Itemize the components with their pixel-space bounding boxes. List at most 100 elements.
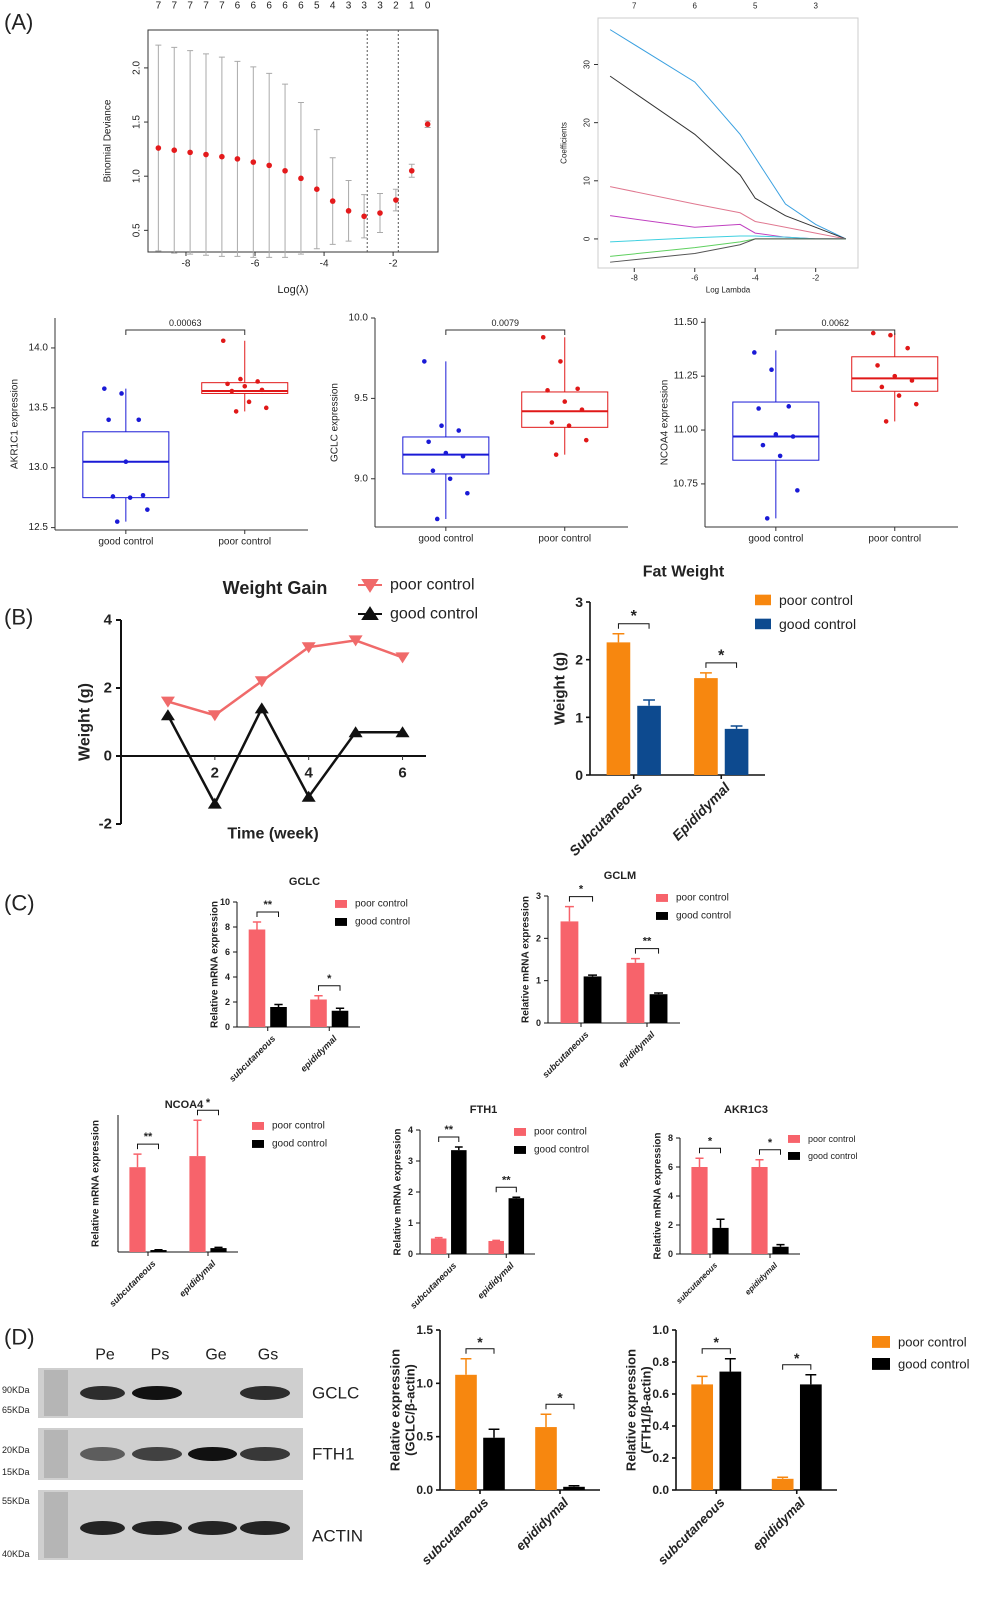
y-tick-label: 0.5 — [416, 1430, 433, 1444]
mw-marker: 65KDa — [2, 1405, 30, 1415]
y-tick-label: 3 — [575, 594, 583, 610]
significance-label: * — [631, 608, 638, 625]
point — [579, 407, 585, 412]
significance-label: * — [794, 1350, 800, 1366]
x-tick-label: epididymal — [616, 1029, 657, 1070]
marker — [207, 797, 222, 809]
x-tick-label: -8 — [182, 259, 191, 270]
x-tick-label: -4 — [752, 274, 760, 283]
series-line — [167, 639, 403, 717]
point — [282, 167, 288, 174]
point — [203, 151, 209, 158]
y-tick-label: 2 — [536, 933, 541, 943]
box — [521, 391, 609, 428]
point — [393, 197, 399, 203]
x-tick-label: epididymal — [177, 1258, 218, 1299]
bar — [637, 705, 661, 775]
significance-label: * — [579, 884, 584, 896]
y-tick-label: 0 — [575, 767, 583, 783]
bar — [331, 1010, 349, 1027]
bar — [694, 678, 718, 775]
point — [187, 149, 193, 156]
error-bar — [512, 1196, 521, 1199]
point — [545, 388, 550, 393]
y-tick-label: 6 — [225, 947, 230, 957]
error-bar — [274, 1003, 283, 1007]
bar — [310, 999, 327, 1027]
legend-label: poor control — [390, 577, 475, 594]
top-tick-label: 3 — [377, 1, 383, 12]
point — [752, 350, 757, 355]
point — [434, 516, 440, 522]
bar — [799, 1384, 822, 1490]
bar — [129, 1167, 146, 1252]
band — [132, 1521, 182, 1535]
significance-label: * — [557, 1389, 563, 1405]
significance-bracket — [256, 911, 280, 917]
y-tick-label: 6 — [668, 1162, 673, 1172]
x-tick-label: epididymal — [743, 1260, 779, 1296]
legend-swatch — [872, 1358, 890, 1370]
legend-swatch — [252, 1140, 264, 1148]
y-tick-label: 2.0 — [132, 61, 143, 75]
significance-bracket — [317, 985, 341, 991]
band — [80, 1386, 125, 1400]
error-bar — [492, 1239, 501, 1242]
point — [110, 494, 116, 499]
error-bar — [730, 725, 743, 729]
bar — [691, 1384, 714, 1490]
y-axis-label: Relative mRNA expression — [653, 1133, 664, 1260]
panel-label: (B) — [4, 605, 33, 630]
y-tick-label: 0.5 — [132, 223, 143, 237]
y-axis-label: Weight (g) — [77, 683, 94, 761]
point — [171, 147, 178, 154]
significance-label: ** — [643, 936, 652, 948]
top-tick-label: 3 — [813, 2, 818, 11]
point — [909, 378, 915, 383]
y-tick-label: 12.5 — [29, 522, 49, 533]
legend-label: poor control — [534, 1127, 587, 1138]
legend-label: poor control — [272, 1121, 325, 1132]
point — [242, 383, 248, 389]
y-tick-label: 0 — [408, 1249, 413, 1259]
band — [132, 1386, 182, 1400]
y-tick-label: 0.2 — [652, 1451, 669, 1465]
point — [870, 330, 876, 336]
legend-label: poor control — [898, 1335, 967, 1350]
y-tick-label: 2 — [668, 1220, 673, 1230]
x-tick-label: good control — [98, 537, 153, 548]
point — [329, 198, 336, 204]
top-tick-label: 7 — [632, 2, 637, 11]
y-tick-label: 4 — [668, 1191, 673, 1201]
error-bar — [568, 1484, 580, 1487]
top-tick-label: 0 — [425, 1, 431, 12]
bar — [649, 994, 668, 1023]
marker — [301, 642, 316, 654]
point — [913, 401, 919, 407]
marker — [254, 676, 269, 688]
top-tick-label: 1 — [409, 1, 415, 12]
error-bar — [434, 1236, 443, 1239]
significance-label: * — [327, 973, 332, 985]
p-bracket — [775, 329, 896, 335]
significance-bracket — [634, 948, 660, 954]
x-tick-label: epididymal — [749, 1494, 808, 1553]
x-tick-label: Subcutaneous — [566, 779, 646, 859]
x-tick-label: subcutaneous — [674, 1260, 719, 1305]
bar — [751, 1167, 768, 1254]
x-tick-label: 6 — [398, 765, 406, 782]
y-axis-label: AKR1C1 expression — [10, 379, 21, 469]
legend-label: good control — [676, 911, 731, 922]
legend-swatch — [755, 618, 771, 630]
chart-title: Fat Weight — [643, 564, 725, 581]
x-tick-label: Epididymal — [669, 779, 734, 844]
y-tick-label: 0 — [668, 1249, 673, 1259]
error-bar — [643, 699, 655, 706]
bar — [508, 1198, 525, 1254]
mw-marker: 20KDa — [2, 1445, 30, 1455]
point — [439, 423, 444, 429]
top-tick-label: 5 — [314, 1, 320, 12]
marker — [207, 710, 222, 722]
bar — [483, 1437, 505, 1490]
